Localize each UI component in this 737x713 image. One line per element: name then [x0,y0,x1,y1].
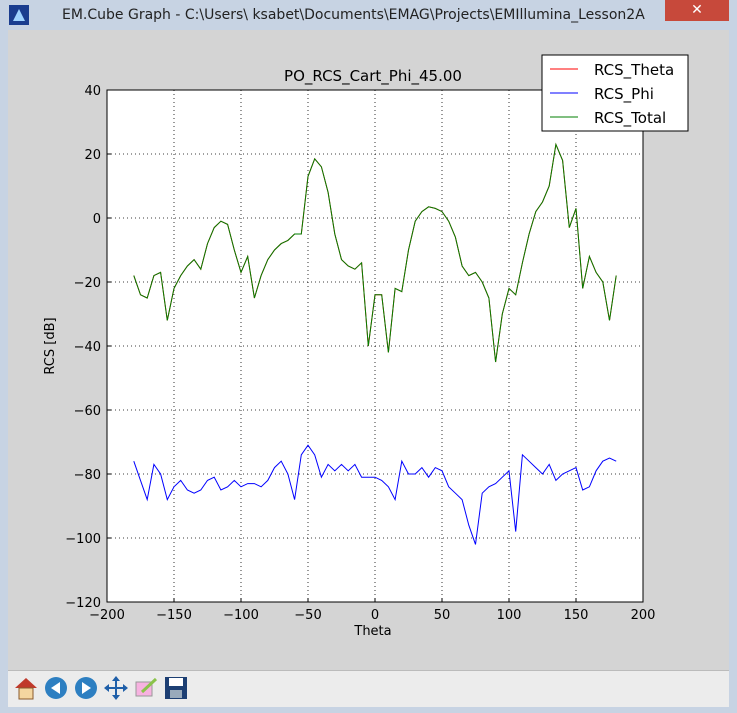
series-line [133,444,617,545]
legend-label: RCS_Total [594,109,666,128]
legend-label: RCS_Phi [594,85,654,104]
x-tick-label: −150 [156,608,192,623]
legend-label: RCS_Theta [594,61,674,80]
app-icon [9,5,29,25]
x-tick-label: 0 [371,608,379,623]
y-tick-label: −80 [74,468,101,483]
x-tick-label: −50 [294,608,321,623]
x-tick-label: 100 [497,608,522,623]
x-tick-label: 200 [631,608,656,623]
series-line [133,142,617,363]
x-tick-label: 50 [434,608,451,623]
toolbar [8,670,729,707]
chart-title: PO_RCS_Cart_Phi_45.00 [284,67,462,86]
x-axis-label: Theta [353,624,391,639]
y-tick-label: 20 [84,148,101,163]
chart: PO_RCS_Cart_Phi_45.00 Theta RCS [dB] −20… [43,54,689,639]
title-bar: EM.Cube Graph - C:\Users\ ksabet\Documen… [0,0,737,30]
y-tick-label: 0 [93,212,101,227]
y-tick-label: 40 [84,84,101,99]
figure-area: PO_RCS_Cart_Phi_45.00 Theta RCS [dB] −20… [8,30,729,670]
y-tick-label: −120 [65,596,101,611]
pan-button[interactable] [102,674,130,702]
x-tick-label: 150 [564,608,589,623]
close-button[interactable]: ✕ [665,0,729,21]
zoom-button[interactable] [132,674,160,702]
plot-frame [106,89,644,603]
y-tick-label: −20 [74,276,101,291]
y-tick-label: −60 [74,404,101,419]
forward-button[interactable] [72,674,100,702]
y-tick-label: −100 [65,532,101,547]
back-button[interactable] [42,674,70,702]
y-axis-label: RCS [dB] [43,317,58,374]
home-button[interactable] [12,674,40,702]
x-tick-label: −200 [89,608,125,623]
y-tick-label: −40 [74,340,101,355]
window-title: EM.Cube Graph - C:\Users\ ksabet\Documen… [62,7,645,23]
x-tick-label: −100 [223,608,259,623]
save-button[interactable] [162,674,190,702]
